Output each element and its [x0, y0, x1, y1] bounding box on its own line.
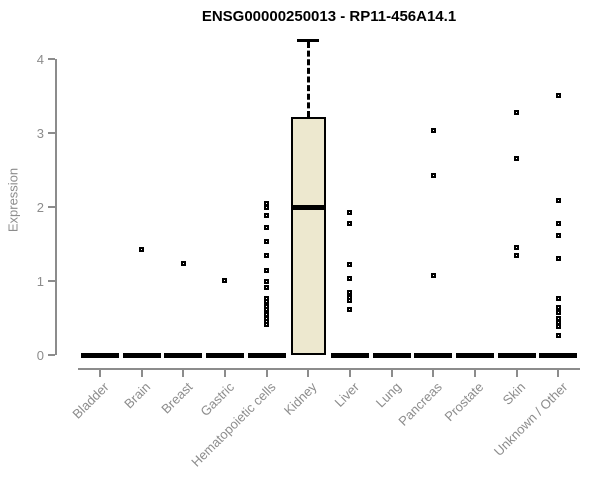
outlier-point [555, 305, 561, 311]
median-bar [247, 352, 286, 358]
y-axis-tick-label: 1 [36, 273, 44, 289]
x-axis-tick [140, 370, 143, 377]
outlier-point [264, 279, 269, 285]
median-bar [80, 352, 119, 358]
median-bar [497, 352, 536, 358]
x-category-label-text: Pancreas [395, 379, 446, 429]
median-line [292, 204, 324, 210]
x-category-label-text: Liver [331, 379, 362, 410]
y-axis-tick-label: 2 [36, 199, 44, 215]
x-axis-tick [348, 370, 351, 377]
median-bar [539, 352, 578, 358]
outlier-point [430, 128, 436, 134]
x-axis-tick [265, 370, 268, 377]
y-axis-tick [48, 58, 55, 60]
x-category-label-text: Prostate [441, 379, 487, 425]
outlier-point [347, 306, 353, 312]
x-axis-tick [182, 370, 185, 377]
x-category-label-text: Bladder [69, 379, 112, 422]
x-category-label-text: Brain [121, 379, 154, 412]
outlier-point [347, 210, 353, 216]
outlier-point [555, 92, 561, 98]
x-axis-tick [515, 370, 518, 377]
median-bar [164, 352, 203, 358]
outlier-point [430, 173, 436, 179]
outlier-point [347, 276, 353, 282]
outlier-point [264, 307, 269, 313]
outlier-point [514, 109, 520, 115]
median-bar [330, 352, 369, 358]
median-bar [455, 352, 494, 358]
median-bar [372, 352, 411, 358]
outlier-point [264, 268, 269, 274]
whisker-cap [297, 39, 320, 42]
outlier-point [139, 246, 144, 252]
y-axis-tick-label: 3 [36, 125, 44, 141]
outlier-point [222, 277, 228, 283]
x-category-label-text: Gastric [197, 379, 237, 420]
outlier-point [555, 310, 561, 316]
y-axis-tick-label: 0 [36, 347, 44, 363]
outlier-point [514, 155, 520, 161]
outlier-point [347, 289, 353, 295]
x-axis-tick [98, 370, 101, 377]
outlier-point [264, 200, 269, 206]
x-category-label-text: Skin [499, 379, 529, 408]
outlier-point [264, 322, 269, 328]
x-category-label-text: Hematopoietic cells [188, 379, 279, 470]
outlier-point [264, 239, 269, 245]
outlier-point [264, 212, 269, 218]
median-bar [414, 352, 453, 358]
outlier-point [264, 285, 269, 291]
y-axis-tick [48, 206, 55, 208]
outlier-point [514, 245, 520, 251]
outlier-point [555, 295, 561, 301]
outlier-point [555, 256, 561, 262]
outlier-point [555, 332, 561, 338]
outlier-point [347, 220, 353, 226]
x-axis-tick [432, 370, 435, 377]
x-axis-tick [557, 370, 560, 377]
outlier-point [347, 297, 353, 303]
outlier-point [347, 262, 353, 268]
y-axis-tick-label: 4 [36, 51, 44, 67]
y-axis-line [55, 59, 57, 355]
x-category-label-text: Breast [157, 379, 196, 417]
outlier-point [264, 225, 269, 231]
outlier-point [264, 299, 269, 305]
outlier-point [555, 232, 561, 238]
y-axis-tick [48, 280, 55, 282]
y-axis-tick [48, 354, 55, 356]
x-axis-tick [223, 370, 226, 377]
x-category-label-text: Kidney [281, 379, 321, 419]
whisker-line [306, 42, 310, 117]
outlier-point [555, 315, 561, 321]
x-category-label-text: Lung [372, 379, 404, 411]
outlier-point [555, 220, 561, 226]
outlier-point [430, 272, 436, 278]
chart-title: ENSG00000250013 - RP11-456A14.1 [201, 8, 457, 25]
box [290, 116, 326, 355]
x-category-label-text: Unknown / Other [490, 379, 571, 459]
outlier-point [555, 197, 561, 203]
x-axis-tick [390, 370, 393, 377]
outlier-point [264, 253, 269, 259]
outlier-point [555, 319, 561, 325]
outlier-point [180, 260, 186, 266]
median-bar [205, 352, 244, 358]
median-bar [122, 352, 161, 358]
x-axis-tick [307, 370, 310, 377]
x-axis-tick [473, 370, 476, 377]
y-axis-tick [48, 132, 55, 134]
outlier-point [555, 324, 561, 330]
outlier-point [264, 205, 269, 211]
x-axis-line [78, 368, 581, 370]
outlier-point [514, 252, 520, 258]
